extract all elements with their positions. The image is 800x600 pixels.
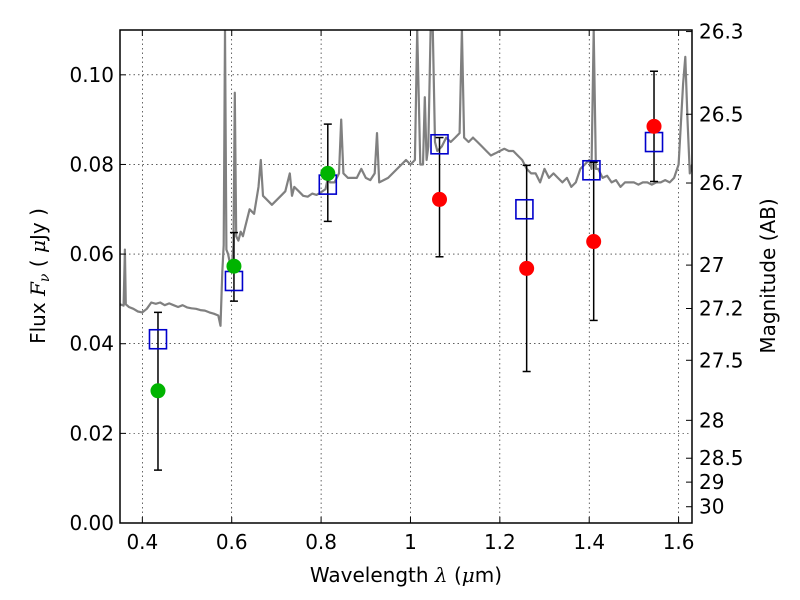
y-tick-label: 0.04 — [69, 332, 114, 356]
y-right-tick-label: 28.5 — [699, 446, 744, 470]
observed-point — [519, 260, 535, 276]
y-right-tick-label: 27.2 — [699, 296, 744, 320]
y-right-tick-label: 30 — [699, 495, 724, 519]
plot-area — [120, 30, 692, 471]
y-tick-label: 0.10 — [69, 63, 114, 87]
model-point — [148, 328, 168, 350]
y-right-tick-label: 26.3 — [699, 20, 744, 44]
y-right-tick-label: 27.5 — [699, 348, 744, 372]
y-right-tick-label: 27 — [699, 253, 724, 277]
observed-point — [150, 383, 166, 399]
model-point — [582, 159, 601, 181]
y-tick-label: 0.02 — [69, 421, 114, 445]
observed-point — [432, 191, 448, 207]
x-tick-label: 1 — [404, 530, 417, 554]
y-right-tick-label: 26.5 — [699, 102, 744, 126]
y-axis-right-label: Magnitude (AB) — [756, 198, 780, 353]
observed-point — [586, 234, 602, 250]
ticks: 0.4 0.6 0.8 1 1.2 1.4 1.6 0.00 0.02 0.04 0.06 0.08 0… — [69, 20, 743, 554]
observed-point — [320, 165, 336, 181]
observed-point — [226, 258, 242, 274]
y-right-tick-label: 29 — [699, 470, 724, 494]
y-right-tick-label: 26.7 — [699, 171, 744, 195]
model-point — [430, 133, 449, 155]
y-tick-label: 0.08 — [69, 152, 114, 176]
x-tick-label: 0.8 — [305, 530, 337, 554]
y-right-tick-label: 28 — [699, 408, 724, 432]
observed-point — [646, 118, 662, 134]
x-tick-label: 1.6 — [663, 530, 695, 554]
spectrum-line — [120, 30, 692, 327]
y-tick-label: 0.06 — [69, 242, 114, 266]
x-tick-label: 1.4 — [573, 530, 605, 554]
model-point — [515, 198, 534, 220]
y-tick-label: 0.00 — [69, 511, 114, 535]
x-tick-label: 0.4 — [126, 530, 158, 554]
x-axis-label: Wavelength λ (μm) — [310, 563, 502, 587]
x-tick-label: 0.6 — [216, 530, 248, 554]
y-axis-label: Flux Fν ( μJy ) — [26, 208, 53, 344]
x-tick-label: 1.2 — [484, 530, 516, 554]
plot-frame — [119, 29, 693, 524]
